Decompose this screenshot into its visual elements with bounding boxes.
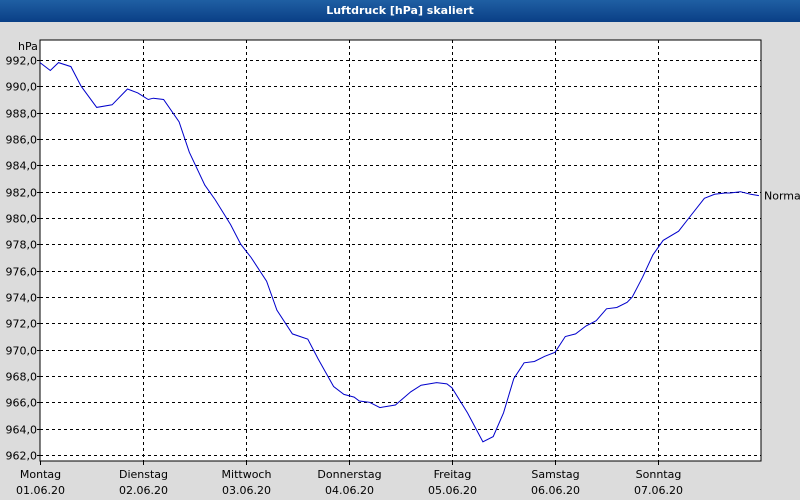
- x-tick-date-label: 04.06.20: [325, 484, 374, 497]
- x-tick-day-label: Donnerstag: [317, 468, 381, 481]
- series-line-normal: [39, 62, 759, 443]
- x-tick-day-label: Montag: [20, 468, 61, 481]
- y-tick-label: 966,0: [6, 397, 38, 410]
- y-tick-label: 970,0: [6, 345, 38, 358]
- x-tick-day-label: Sonntag: [636, 468, 682, 481]
- y-tick-label: 992,0: [6, 55, 38, 68]
- y-tick-label: 990,0: [6, 81, 38, 94]
- y-tick-label: 988,0: [6, 108, 38, 121]
- y-tick-label: 962,0: [6, 450, 38, 463]
- x-tick-day-label: Freitag: [434, 468, 472, 481]
- y-tick-label: 976,0: [6, 266, 38, 279]
- x-tick-date-label: 05.06.20: [428, 484, 477, 497]
- x-tick-day-label: Mittwoch: [222, 468, 272, 481]
- x-tick-date-label: 03.06.20: [222, 484, 271, 497]
- x-tick-date-label: 01.06.20: [16, 484, 65, 497]
- y-tick-label: 984,0: [6, 160, 38, 173]
- x-tick-date-label: 06.06.20: [531, 484, 580, 497]
- y-axis-label: hPa: [18, 40, 38, 53]
- y-tick-label: 974,0: [6, 292, 38, 305]
- y-tick-label: 968,0: [6, 371, 38, 384]
- chart-title: Luftdruck [hPa] skaliert: [0, 0, 800, 22]
- x-tick-day-label: Dienstag: [119, 468, 168, 481]
- plot-area: [39, 39, 762, 462]
- y-tick-label: 972,0: [6, 318, 38, 331]
- y-tick-label: 980,0: [6, 213, 38, 226]
- y-tick-label: 982,0: [6, 187, 38, 200]
- y-tick-label: 978,0: [6, 239, 38, 252]
- x-tick-date-label: 02.06.20: [119, 484, 168, 497]
- x-tick-day-label: Samstag: [531, 468, 579, 481]
- y-tick-label: 964,0: [6, 424, 38, 437]
- series-label: Normal: [764, 190, 800, 203]
- y-tick-label: 986,0: [6, 134, 38, 147]
- x-tick-date-label: 07.06.20: [634, 484, 683, 497]
